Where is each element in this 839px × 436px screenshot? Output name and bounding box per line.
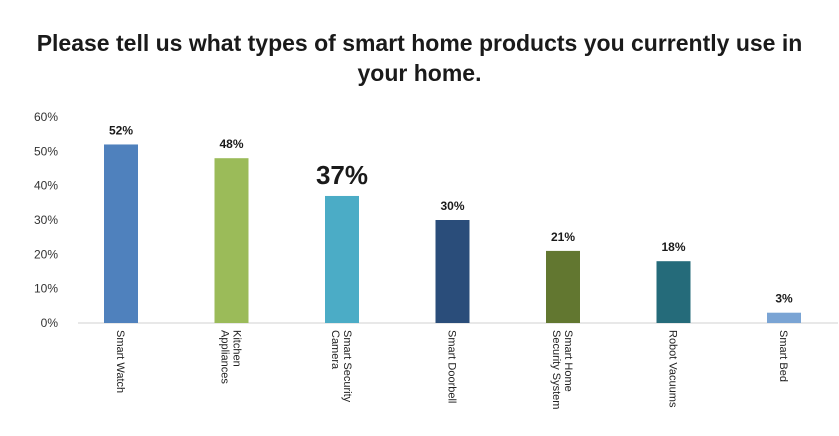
chart-title-line-1: Please tell us what types of smart home … <box>36 30 803 56</box>
y-tick-label: 20% <box>34 247 58 261</box>
chart-title-line-2: your home. <box>357 60 482 86</box>
y-tick-label: 60% <box>34 110 58 124</box>
category-label-line: Smart Home <box>562 330 574 392</box>
category-label-line: Camera <box>329 330 341 370</box>
data-label: 52% <box>109 123 133 137</box>
data-label: 30% <box>440 199 464 213</box>
category-label: Smart Watch <box>114 330 126 393</box>
bar <box>435 220 470 323</box>
category-label-line: Kitchen <box>231 330 243 367</box>
y-tick-label: 30% <box>34 213 58 227</box>
y-tick-label: 40% <box>34 179 58 193</box>
bar <box>214 158 249 323</box>
category-label-line: Smart Bed <box>777 330 789 382</box>
category-label-line: Security System <box>550 330 562 409</box>
category-label-line: Smart Doorbell <box>446 330 458 403</box>
data-label: 3% <box>775 292 793 306</box>
y-tick-label: 10% <box>34 282 58 296</box>
bar <box>546 250 580 323</box>
data-label: 21% <box>551 230 575 244</box>
data-label: 48% <box>219 137 243 151</box>
category-label-line: Smart Security <box>341 330 353 403</box>
chart-title: Please tell us what types of smart home … <box>0 28 839 88</box>
data-label: 18% <box>661 240 685 254</box>
bar <box>767 312 801 323</box>
bars <box>104 144 801 323</box>
bar <box>325 195 359 323</box>
category-label-line: Robot Vacuums <box>667 330 679 408</box>
category-label: Robot Vacuums <box>667 330 679 408</box>
category-label: Smart Doorbell <box>446 330 458 403</box>
y-tick-label: 0% <box>41 316 59 330</box>
bar <box>656 261 691 323</box>
category-label: Smart Bed <box>777 330 789 382</box>
y-tick-label: 50% <box>34 144 58 158</box>
category-label-line: Appliances <box>219 330 231 384</box>
data-label: 37% <box>316 160 368 190</box>
bar <box>104 144 138 323</box>
category-label-line: Smart Watch <box>114 330 126 393</box>
data-labels: 52% 48% 37% 30% 21% 18% 3% <box>109 123 793 305</box>
